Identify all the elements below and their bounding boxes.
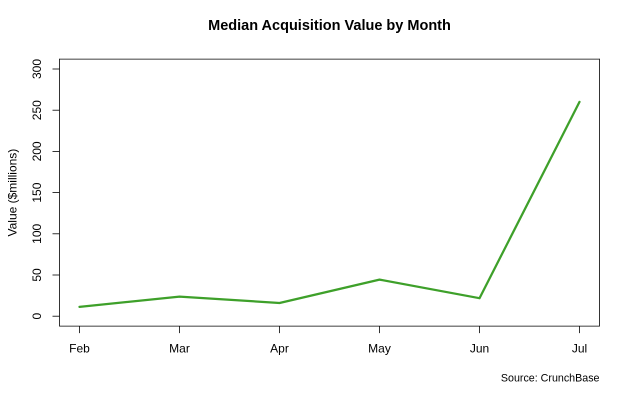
svg-text:Jun: Jun xyxy=(470,342,489,356)
svg-text:Value ($millions): Value ($millions) xyxy=(6,149,20,237)
svg-text:Jul: Jul xyxy=(572,342,587,356)
svg-text:300: 300 xyxy=(30,59,44,79)
svg-text:100: 100 xyxy=(30,223,44,243)
svg-text:50: 50 xyxy=(30,268,44,282)
svg-text:Feb: Feb xyxy=(69,342,90,356)
svg-text:Median Acquisition Value by Mo: Median Acquisition Value by Month xyxy=(208,18,451,34)
svg-text:250: 250 xyxy=(30,100,44,120)
svg-text:150: 150 xyxy=(30,182,44,202)
svg-text:May: May xyxy=(368,342,391,356)
svg-text:Mar: Mar xyxy=(169,342,190,356)
svg-text:Source: CrunchBase: Source: CrunchBase xyxy=(501,373,600,385)
svg-text:Apr: Apr xyxy=(270,342,289,356)
svg-text:200: 200 xyxy=(30,141,44,161)
svg-text:0: 0 xyxy=(30,313,44,320)
